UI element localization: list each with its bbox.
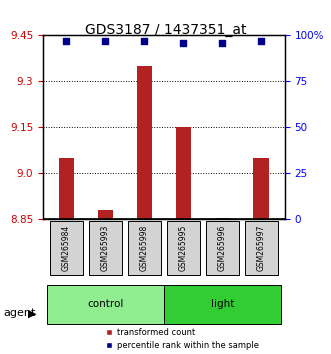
Text: GSM265984: GSM265984 [62,225,71,271]
FancyBboxPatch shape [128,221,161,275]
Text: ▶: ▶ [28,308,37,318]
Text: GSM265993: GSM265993 [101,224,110,271]
Point [142,38,147,44]
FancyBboxPatch shape [47,285,164,324]
Bar [98,210,113,219]
Point [181,40,186,46]
FancyBboxPatch shape [206,221,239,275]
FancyBboxPatch shape [167,221,200,275]
FancyBboxPatch shape [50,221,83,275]
Text: light: light [211,299,234,309]
FancyBboxPatch shape [245,221,278,275]
Bar [214,218,230,219]
Point [220,40,225,46]
Text: GDS3187 / 1437351_at: GDS3187 / 1437351_at [85,23,246,37]
Point [103,38,108,44]
Text: GSM265995: GSM265995 [179,224,188,271]
Bar [175,127,191,219]
Legend: transformed count, percentile rank within the sample: transformed count, percentile rank withi… [105,328,259,350]
FancyBboxPatch shape [89,221,122,275]
Text: GSM265997: GSM265997 [257,224,266,271]
FancyBboxPatch shape [164,285,281,324]
Bar [254,158,269,219]
Text: agent: agent [3,308,36,318]
Bar [137,66,152,219]
Point [259,38,264,44]
Text: GSM265996: GSM265996 [218,224,227,271]
Text: control: control [87,299,123,309]
Bar [59,158,74,219]
Text: GSM265998: GSM265998 [140,225,149,271]
Point [64,38,69,44]
